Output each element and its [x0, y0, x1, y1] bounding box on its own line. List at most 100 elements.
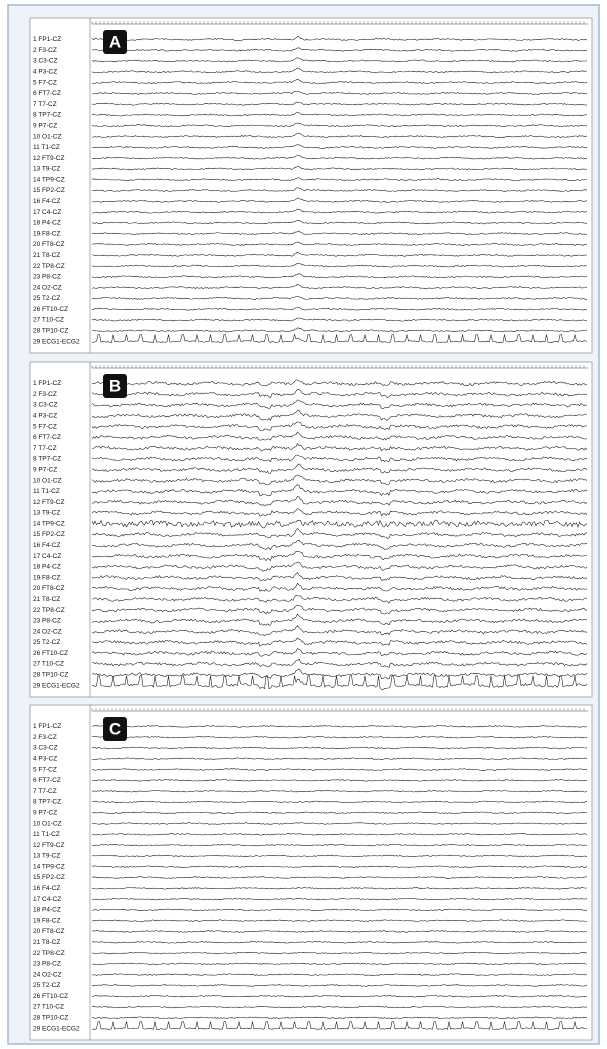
eeg-trace: [91, 887, 588, 890]
channel-label: 2 F3-CZ: [33, 734, 57, 741]
channel-label: 7 T7-CZ: [33, 788, 57, 795]
eeg-trace: [91, 484, 588, 497]
eeg-trace: [92, 746, 588, 750]
channel-label: 15 FP2-CZ: [33, 531, 65, 538]
channel-label: 27 T10-CZ: [33, 1004, 64, 1011]
channel-label: 1 FP1-CZ: [33, 36, 61, 43]
eeg-trace: [91, 112, 588, 117]
eeg-trace: [91, 208, 588, 214]
eeg-trace: [91, 177, 587, 182]
eeg-trace: [91, 561, 588, 572]
eeg-trace: [91, 388, 588, 399]
channel-label: 6 FT7-CZ: [33, 90, 61, 97]
channel-label: 6 FT7-CZ: [33, 434, 61, 441]
channel-label: 25 T2-CZ: [33, 295, 60, 302]
channel-label: 24 O2-CZ: [33, 284, 62, 291]
channel-label: 10 O1-CZ: [33, 133, 62, 140]
eeg-trace: [91, 582, 588, 592]
eeg-trace: [91, 973, 588, 976]
eeg-trace: [91, 779, 588, 782]
eeg-trace: [91, 101, 588, 106]
channel-label: 17 C4-CZ: [33, 896, 61, 903]
eeg-trace: [91, 757, 588, 760]
eeg-trace: [92, 187, 588, 192]
eeg-trace: [91, 197, 588, 203]
channel-label: 21 T8-CZ: [33, 252, 60, 259]
channel-label: 12 FT9-CZ: [33, 499, 64, 506]
channel-label: 3 C3-CZ: [33, 58, 58, 65]
channel-label: 8 TP7-CZ: [33, 799, 61, 806]
eeg-trace: [92, 133, 588, 138]
panel-label: B: [109, 377, 121, 396]
channel-label: 26 FT10-CZ: [33, 650, 68, 657]
eeg-trace: [91, 613, 588, 626]
eeg-trace: [91, 78, 588, 84]
channel-label: 14 TP9-CZ: [33, 520, 65, 527]
eeg-trace: [91, 496, 588, 507]
eeg-trace: [91, 47, 587, 52]
eeg-trace: [91, 984, 588, 987]
channel-label: 15 FP2-CZ: [33, 874, 65, 881]
channel-label: 3 C3-CZ: [33, 745, 58, 752]
channel-label: 27 T10-CZ: [33, 317, 64, 324]
eeg-trace: [91, 296, 587, 300]
eeg-trace: [91, 551, 588, 562]
channel-label: 15 FP2-CZ: [33, 187, 65, 194]
eeg-trace: [91, 251, 588, 257]
eeg-trace: [92, 90, 588, 95]
eeg-trace: [91, 317, 588, 322]
channel-label: 18 P4-CZ: [33, 907, 61, 914]
channel-label: 8 TP7-CZ: [33, 456, 61, 463]
channel-label: 29 ECG1-ECG2: [33, 1025, 80, 1032]
eeg-trace: [91, 811, 588, 814]
channel-label: 16 F4-CZ: [33, 542, 60, 549]
eeg-trace: [91, 144, 588, 149]
channel-label: 17 C4-CZ: [33, 209, 61, 216]
eeg-trace: [91, 725, 588, 728]
eeg-trace: [91, 625, 588, 637]
channel-label: 26 FT10-CZ: [33, 306, 68, 313]
eeg-trace: [91, 951, 588, 955]
channel-label: 19 F8-CZ: [33, 574, 60, 581]
eeg-trace: [91, 409, 587, 421]
panel: [29, 17, 593, 354]
channel-label: 9 P7-CZ: [33, 809, 57, 816]
channel-label: 24 O2-CZ: [33, 971, 62, 978]
eeg-trace: [91, 668, 588, 680]
channel-label: 7 T7-CZ: [33, 101, 57, 108]
eeg-trace: [91, 463, 588, 474]
channel-label: 20 FT8-CZ: [33, 241, 64, 248]
channel-label: 13 T9-CZ: [33, 510, 60, 517]
eeg-trace: [91, 508, 588, 517]
eeg-trace: [91, 833, 588, 836]
eeg-trace: [91, 768, 588, 771]
channel-label: 10 O1-CZ: [33, 477, 62, 484]
channel-label: 9 P7-CZ: [33, 122, 57, 129]
channel-label: 23 P8-CZ: [33, 618, 61, 625]
channel-label: 16 F4-CZ: [33, 198, 60, 205]
eeg-trace: [91, 648, 588, 657]
channel-label: 25 T2-CZ: [33, 982, 60, 989]
channel-label: 11 T1-CZ: [33, 488, 60, 495]
eeg-trace: [91, 1005, 588, 1009]
channel-label: 1 FP1-CZ: [33, 380, 61, 387]
eeg-trace: [91, 519, 588, 529]
eeg-trace: [91, 431, 588, 441]
channel-label: 18 P4-CZ: [33, 564, 61, 571]
channel-label: 28 TP10-CZ: [33, 672, 68, 679]
channel-label: 20 FT8-CZ: [33, 928, 64, 935]
eeg-trace: [91, 166, 587, 171]
eeg-trace: [91, 1021, 588, 1030]
channel-label: 6 FT7-CZ: [33, 777, 61, 784]
eeg-trace: [91, 865, 588, 868]
eeg-trace: [91, 273, 588, 279]
eeg-trace: [91, 604, 588, 615]
channel-label: 14 TP9-CZ: [33, 176, 65, 183]
channel-label: 17 C4-CZ: [33, 553, 61, 560]
eeg-trace: [91, 789, 588, 793]
channel-label: 4 P3-CZ: [33, 412, 57, 419]
channel-label: 29 ECG1-ECG2: [33, 338, 80, 345]
eeg-trace: [91, 442, 588, 452]
panel-badge: [103, 717, 127, 741]
